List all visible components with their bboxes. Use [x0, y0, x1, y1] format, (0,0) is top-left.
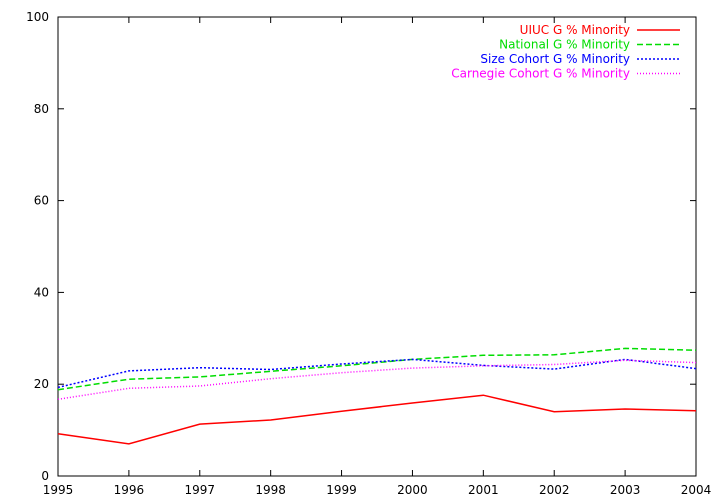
- x-tick-label: 1997: [185, 483, 216, 497]
- legend-label: UIUC G % Minority: [520, 23, 630, 37]
- x-tick-label: 1996: [114, 483, 145, 497]
- plot-frame: [57, 16, 697, 477]
- series-line-4: [57, 359, 697, 401]
- y-tick-label: 20: [34, 377, 49, 391]
- series-lines: [57, 347, 697, 445]
- series-line-2: [57, 347, 697, 391]
- legend-label: National G % Minority: [499, 38, 630, 52]
- series-line-3: [57, 358, 697, 389]
- y-tick-label: 0: [41, 469, 49, 483]
- x-tick-label: 1998: [255, 483, 286, 497]
- y-tick-label: 60: [34, 194, 49, 208]
- axis-ticks: 1995 1996 1997 1998 1999 2000 2001 2002 2003 2004…: [26, 10, 711, 497]
- x-tick-label: 2000: [397, 483, 428, 497]
- x-tick-label: 2003: [610, 483, 641, 497]
- legend-label: Carnegie Cohort G % Minority: [451, 67, 630, 81]
- x-tick-label: 2004: [681, 483, 712, 497]
- legend-label: Size Cohort G % Minority: [480, 52, 630, 66]
- x-tick-label: 1995: [43, 483, 74, 497]
- y-tick-label: 80: [34, 102, 49, 116]
- y-tick-label: 40: [34, 285, 49, 299]
- series-line-1: [57, 394, 697, 445]
- x-tick-label: 2002: [539, 483, 570, 497]
- x-tick-label: 1999: [326, 483, 357, 497]
- y-tick-label: 100: [26, 10, 49, 24]
- x-tick-label: 2001: [468, 483, 499, 497]
